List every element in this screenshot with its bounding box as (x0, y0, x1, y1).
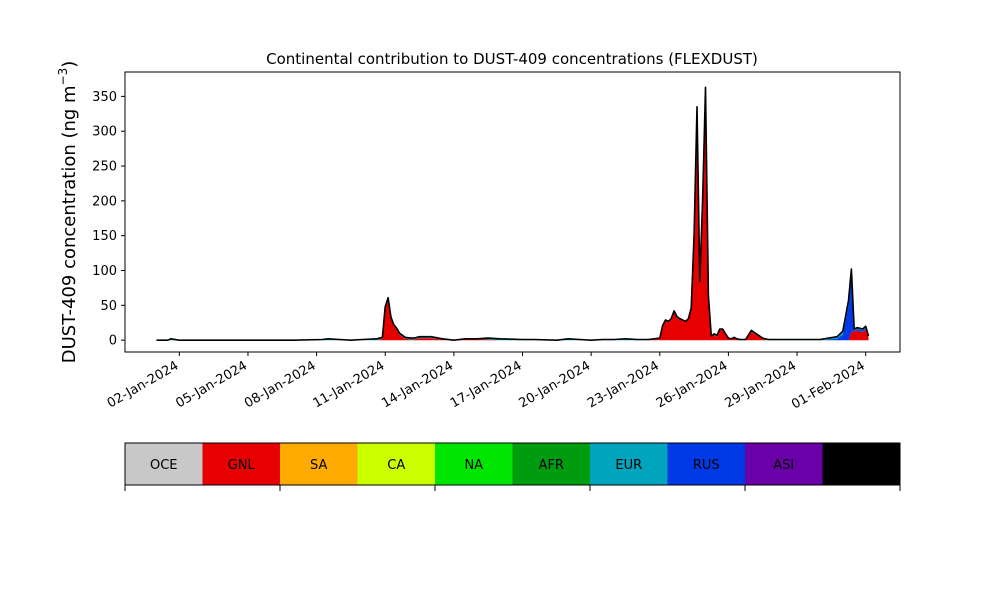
y-tick-label: 350 (92, 90, 117, 105)
legend-label-sa: SA (310, 458, 327, 473)
y-ticks: 0 50 100 150 200 250 300 350 (92, 90, 125, 349)
legend-swatch-ca (357, 443, 435, 485)
legend-swatch-rus (667, 443, 745, 485)
y-tick-label: 100 (92, 264, 117, 279)
legend-label-afr: AFR (539, 458, 564, 473)
x-ticks: 02-Jan-202405-Jan-202408-Jan-202411-Jan-… (105, 352, 868, 412)
legend-label-ca: CA (387, 458, 405, 473)
legend-swatch-asi (745, 443, 823, 485)
x-tick-label: 02-Jan-2024 (105, 358, 182, 411)
legend-label-asi: ASI (773, 458, 794, 473)
x-tick-label: 20-Jan-2024 (517, 358, 594, 411)
y-axis-label: DUST-409 concentration (ng m−3) (56, 61, 80, 364)
legend-swatch-afr (512, 443, 590, 485)
y-axis-label-text: DUST-409 concentration (ng m (59, 85, 80, 363)
x-tick-label: 11-Jan-2024 (311, 358, 388, 411)
area-series-gnl (156, 92, 869, 341)
x-tick-label: 26-Jan-2024 (654, 358, 731, 411)
x-tick-label: 17-Jan-2024 (448, 358, 525, 411)
legend-colorbar: OCE GNL SA CA NA AFR EUR RUS ASI AUS (124, 442, 901, 491)
legend-label-rus: RUS (693, 458, 720, 473)
x-tick-label: 05-Jan-2024 (173, 358, 250, 411)
y-axis-label-close: ) (59, 61, 80, 68)
x-tick-label: 01-Feb-2024 (789, 358, 868, 412)
legend-label-oce: OCE (150, 458, 178, 473)
x-tick-label: 08-Jan-2024 (242, 358, 319, 411)
y-tick-label: 300 (92, 125, 117, 140)
y-tick-label: 0 (109, 334, 117, 349)
y-axis-label-exponent: −3 (56, 68, 70, 86)
area-series-other (156, 87, 869, 341)
x-tick-label: 23-Jan-2024 (585, 358, 662, 411)
plot-frame (124, 71, 901, 353)
legend-swatch-gnl (202, 443, 280, 485)
legend-swatch-sa (280, 443, 358, 485)
y-tick-label: 200 (92, 194, 117, 209)
plot-areas (156, 86, 870, 341)
x-tick-label: 14-Jan-2024 (379, 358, 456, 411)
y-tick-label: 50 (100, 299, 117, 314)
svg-text:DUST-409 concentration (ng m−3: DUST-409 concentration (ng m−3) (56, 61, 80, 364)
y-tick-label: 250 (92, 160, 117, 175)
legend-label-na: NA (464, 458, 483, 473)
legend-swatch-oce (125, 443, 203, 485)
legend-label-eur: EUR (615, 458, 642, 473)
legend-label-aus: AUS (848, 458, 875, 473)
legend-label-gnl: GNL (228, 458, 256, 473)
area-series-rus (156, 92, 869, 341)
x-tick-label: 29-Jan-2024 (722, 358, 799, 411)
legend-swatch-aus (822, 443, 900, 485)
total-outline (156, 86, 870, 341)
y-tick-label: 150 (92, 229, 117, 244)
legend-frame (124, 442, 901, 486)
chart-title: Continental contribution to DUST-409 con… (266, 50, 758, 68)
legend-swatch-eur (590, 443, 668, 485)
legend-swatch-na (435, 443, 513, 485)
